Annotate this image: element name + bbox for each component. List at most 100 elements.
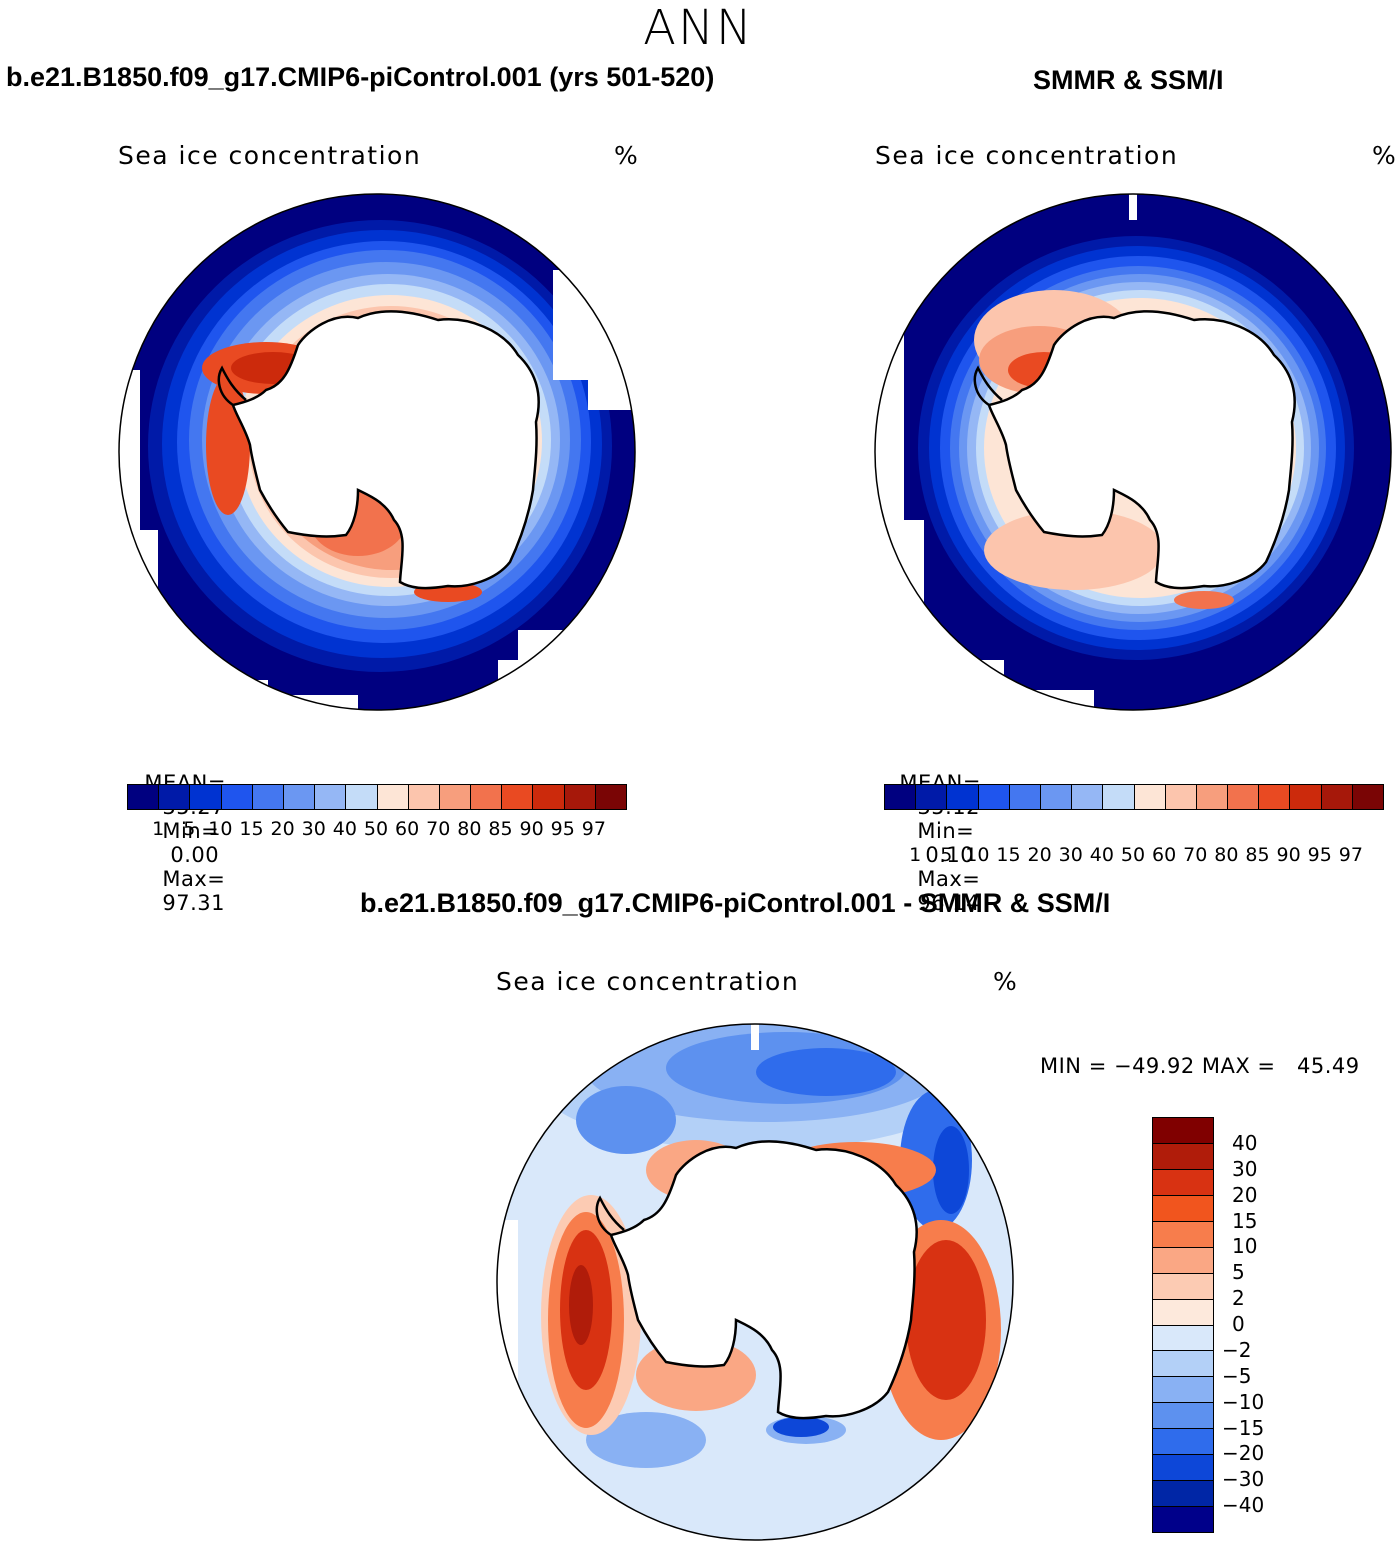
obs-colorbar-swatch <box>947 785 979 809</box>
diff-colorbar-tick-label: 40 <box>1232 1130 1258 1155</box>
diff-polar-map <box>496 1023 1014 1541</box>
obs-colorbar-tick-label: 85 <box>1245 844 1270 866</box>
model-colorbar-tick-label: 60 <box>395 818 420 840</box>
obs-map-border <box>874 193 1392 711</box>
obs-max-value: 96.14 <box>917 891 980 915</box>
model-colorbar-swatch <box>439 785 472 809</box>
diff-colorbar-swatch <box>1153 1377 1213 1404</box>
obs-colorbar-swatch <box>1228 785 1260 809</box>
model-colorbar-swatch <box>159 785 191 809</box>
obs-colorbar-ticks: 1 5 10 15 20 30 40 50 60 70 80 85 90 95 97 <box>884 844 1382 870</box>
diff-colorbar-tick-label: 5 <box>1232 1260 1245 1285</box>
obs-min-value: 0.10 <box>925 843 975 867</box>
model-colorbar-tick-label: 40 <box>332 818 357 840</box>
model-colorbar-swatch <box>283 785 316 809</box>
model-variable-label: Sea ice concentration <box>118 141 422 170</box>
obs-colorbar-swatch <box>885 785 917 809</box>
diff-minmax-text: MIN = −49.92 MAX = 45.49 <box>1040 1054 1360 1078</box>
diff-colorbar-tick-label: −30 <box>1222 1467 1265 1492</box>
diff-colorbar-swatch <box>1153 1507 1213 1532</box>
obs-units-label: % <box>1372 141 1397 170</box>
model-colorbar-tick-label: 5 <box>183 818 196 840</box>
obs-colorbar-swatch <box>1352 785 1383 809</box>
obs-colorbar-tick-label: 30 <box>1058 844 1083 866</box>
model-colorbar-tick-label: 90 <box>519 818 544 840</box>
model-colorbar-swatch <box>315 785 347 809</box>
diff-colorbar-tick-label: −2 <box>1222 1337 1252 1362</box>
diff-colorbar-tick-label: 10 <box>1232 1234 1258 1259</box>
model-colorbar-swatch <box>128 785 160 809</box>
model-colorbar-tick-label: 1 <box>152 818 165 840</box>
diff-colorbar-tick-label: −10 <box>1222 1389 1265 1414</box>
diff-colorbar <box>1152 1117 1214 1533</box>
diff-colorbar-tick-label: 20 <box>1232 1182 1258 1207</box>
model-colorbar-tick-label: 15 <box>239 818 264 840</box>
diff-colorbar-swatch <box>1153 1118 1213 1144</box>
model-map-border <box>118 193 636 711</box>
obs-colorbar-tick-label: 15 <box>996 844 1021 866</box>
obs-colorbar-tick-label: 40 <box>1089 844 1114 866</box>
obs-colorbar <box>884 784 1384 810</box>
model-colorbar-ticks: 1 5 10 15 20 30 40 50 60 70 80 85 90 95 97 <box>127 818 625 844</box>
diff-map-border <box>496 1023 1014 1541</box>
model-colorbar <box>127 784 627 810</box>
model-polar-map <box>118 193 636 711</box>
model-colorbar-swatch <box>190 785 222 809</box>
diff-colorbar-swatch <box>1153 1403 1213 1430</box>
obs-colorbar-swatch <box>1290 785 1322 809</box>
model-colorbar-swatch <box>502 785 534 809</box>
obs-colorbar-tick-label: 20 <box>1027 844 1052 866</box>
diff-units-label: % <box>993 967 1019 996</box>
diff-colorbar-swatch <box>1153 1351 1213 1378</box>
diff-case-title: b.e21.B1850.f09_g17.CMIP6-piControl.001 … <box>360 888 1111 918</box>
diff-colorbar-swatch <box>1153 1299 1213 1326</box>
obs-colorbar-swatch <box>916 785 948 809</box>
obs-min-label: Min= <box>917 819 975 843</box>
model-colorbar-swatch <box>377 785 409 809</box>
diff-colorbar-tick-label: −5 <box>1222 1363 1252 1388</box>
model-colorbar-tick-label: 30 <box>301 818 326 840</box>
model-max-value: 97.31 <box>162 891 225 915</box>
season-title: ANN <box>643 0 754 56</box>
obs-colorbar-swatch <box>1196 785 1229 809</box>
model-colorbar-tick-label: 10 <box>208 818 233 840</box>
obs-colorbar-tick-label: 90 <box>1276 844 1301 866</box>
diff-colorbar-swatch <box>1153 1247 1213 1274</box>
model-colorbar-swatch <box>533 785 565 809</box>
obs-colorbar-tick-label: 80 <box>1214 844 1239 866</box>
diff-variable-label: Sea ice concentration <box>496 967 800 996</box>
model-colorbar-tick-label: 85 <box>488 818 513 840</box>
obs-colorbar-tick-label: 5 <box>940 844 953 866</box>
model-colorbar-tick-label: 95 <box>550 818 575 840</box>
diff-colorbar-tick-label: −15 <box>1222 1415 1265 1440</box>
model-colorbar-swatch <box>564 785 596 809</box>
obs-colorbar-tick-label: 10 <box>965 844 990 866</box>
diff-colorbar-tick-label: 0 <box>1232 1312 1245 1336</box>
diff-colorbar-swatch <box>1153 1143 1213 1170</box>
obs-polar-map <box>874 193 1392 711</box>
diff-colorbar-tick-label: 2 <box>1232 1286 1245 1311</box>
obs-contour-fill <box>875 194 1391 710</box>
model-max-label: Max= <box>162 867 226 891</box>
diff-colorbar-tick-label: −20 <box>1222 1441 1265 1466</box>
diff-colorbar-tick-label: 15 <box>1232 1208 1258 1233</box>
model-colorbar-swatch <box>595 785 626 809</box>
obs-variable-label: Sea ice concentration <box>875 141 1179 170</box>
model-min-value: 0.00 <box>170 843 220 867</box>
model-colorbar-swatch <box>346 785 378 809</box>
model-units-label: % <box>614 141 640 170</box>
obs-colorbar-tick-label: 70 <box>1183 844 1208 866</box>
obs-colorbar-swatch <box>1134 785 1166 809</box>
obs-colorbar-tick-label: 1 <box>909 844 922 866</box>
obs-colorbar-swatch <box>1321 785 1353 809</box>
model-colorbar-tick-label: 70 <box>426 818 451 840</box>
model-case-title: b.e21.B1850.f09_g17.CMIP6-piControl.001 … <box>6 62 715 92</box>
model-min-label: Min= <box>162 819 220 843</box>
obs-colorbar-swatch <box>1009 785 1041 809</box>
model-colorbar-swatch <box>408 785 440 809</box>
model-colorbar-swatch <box>471 785 503 809</box>
diff-colorbar-tick-label: 30 <box>1232 1156 1258 1181</box>
model-colorbar-swatch <box>252 785 284 809</box>
obs-max-label: Max= <box>917 867 981 891</box>
diff-colorbar-swatch <box>1153 1481 1213 1508</box>
